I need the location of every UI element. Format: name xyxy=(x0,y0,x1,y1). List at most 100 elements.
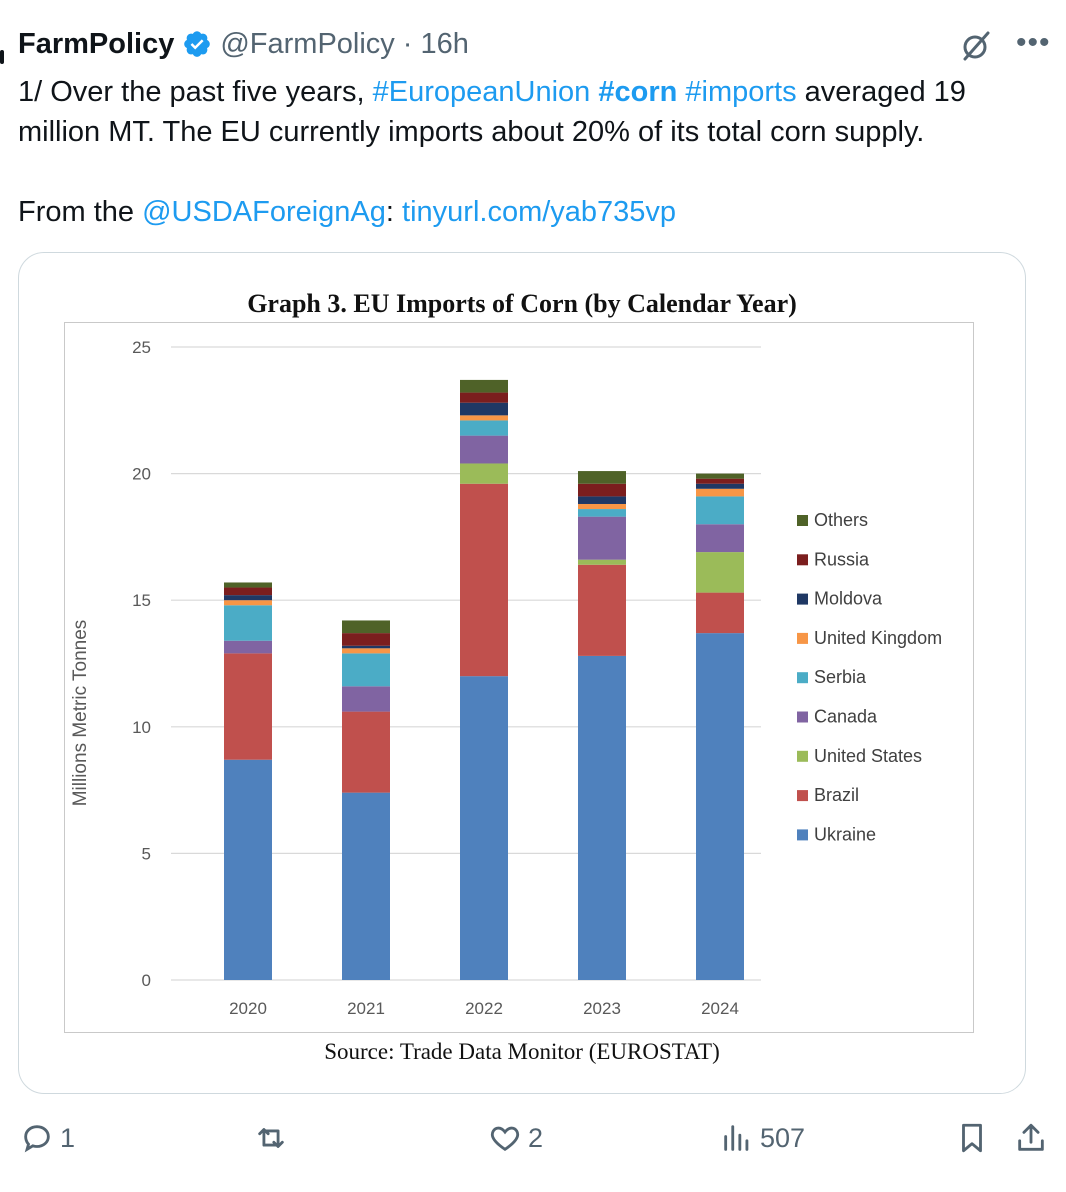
tweet-text: 1/ Over the past five years, #EuropeanUn… xyxy=(18,72,1048,232)
bar-segment-united-kingdom xyxy=(224,600,272,606)
y-tick-label: 10 xyxy=(132,718,151,737)
tweet-text-segment: From the xyxy=(18,196,143,228)
legend-swatch xyxy=(797,790,808,802)
tweet-paragraph-2: From the @USDAForeignAg: tinyurl.com/yab… xyxy=(18,192,1048,232)
y-tick-label: 5 xyxy=(142,844,151,863)
bar-segment-united-kingdom xyxy=(578,503,626,510)
legend-swatch xyxy=(797,711,808,723)
like-count: 2 xyxy=(528,1122,544,1153)
grok-icon[interactable] xyxy=(958,28,994,64)
bar-segment-united-kingdom xyxy=(696,488,744,497)
legend-swatch xyxy=(797,672,808,684)
bar-segment-others xyxy=(696,473,744,479)
author-name[interactable]: FarmPolicy xyxy=(18,27,175,60)
legend-label: Moldova xyxy=(814,589,883,609)
bar-segment-moldova xyxy=(460,402,508,416)
bookmark-icon xyxy=(962,1123,982,1153)
tweet-text-segment: : xyxy=(385,196,403,228)
timestamp[interactable]: 16h xyxy=(420,27,469,60)
x-tick-label: 2023 xyxy=(583,999,621,1018)
bar-segment-brazil xyxy=(578,564,626,656)
separator-dot: · xyxy=(402,27,413,60)
author-handle[interactable]: @FarmPolicy xyxy=(220,27,395,60)
y-tick-label: 15 xyxy=(132,591,151,610)
bar-segment-others xyxy=(342,620,390,634)
thread-connector xyxy=(0,50,4,64)
hashtag-europeanunion[interactable]: #EuropeanUnion xyxy=(372,76,591,108)
x-tick-label: 2021 xyxy=(347,999,385,1018)
chart-source: Source: Trade Data Monitor (EUROSTAT) xyxy=(324,1039,720,1064)
bookmark-button[interactable] xyxy=(955,1120,989,1156)
views-button[interactable]: 507 xyxy=(720,1120,805,1156)
legend-swatch xyxy=(797,593,808,605)
legend-label: Russia xyxy=(814,549,870,569)
chart: 0 5 10 15 20 25 2020 2021 2022 2023 2024 Others Russ… xyxy=(132,338,942,1018)
chart-frame xyxy=(64,322,974,1033)
chart-title: Graph 3. EU Imports of Corn (by Calendar… xyxy=(247,289,797,318)
legend-swatch xyxy=(797,632,808,644)
bar-segment-russia xyxy=(224,587,272,596)
bar-segment-canada xyxy=(342,686,390,712)
bar-segment-russia xyxy=(696,478,744,484)
bar-segment-united-states xyxy=(578,559,626,565)
bar-segment-moldova xyxy=(342,645,390,649)
share-button[interactable] xyxy=(1014,1120,1048,1156)
bar-segment-canada xyxy=(578,516,626,560)
bar-segment-serbia xyxy=(578,509,626,517)
bar-segment-brazil xyxy=(224,653,272,760)
bar-segment-russia xyxy=(342,633,390,646)
legend-label: United Kingdom xyxy=(814,628,942,648)
bar-segment-moldova xyxy=(578,496,626,504)
like-button[interactable]: 2 xyxy=(488,1120,543,1156)
bar-segment-united-kingdom xyxy=(342,648,390,654)
legend-label: Ukraine xyxy=(814,824,876,844)
x-tick-label: 2022 xyxy=(465,999,503,1018)
reply-button[interactable]: 1 xyxy=(20,1120,75,1156)
retweet-button[interactable] xyxy=(254,1120,294,1156)
bar-segment-ukraine xyxy=(696,633,744,980)
bar-segment-others xyxy=(578,471,626,484)
y-tick-label: 25 xyxy=(132,338,151,357)
action-bar: 1 2 507 xyxy=(0,1114,1066,1164)
tweet-text-segment: 1/ Over the past five years, xyxy=(18,76,373,108)
tweet-paragraph-1: 1/ Over the past five years, #EuropeanUn… xyxy=(18,72,1048,152)
legend-swatch xyxy=(797,829,808,841)
bar-segment-united-states xyxy=(460,463,508,484)
mention-usdaforeignag[interactable]: @USDAForeignAg xyxy=(142,196,386,228)
reply-icon xyxy=(24,1125,50,1153)
bar-segment-united-kingdom xyxy=(460,415,508,421)
bar-segment-serbia xyxy=(342,653,390,687)
heart-icon xyxy=(490,1126,520,1152)
legend-label: Serbia xyxy=(814,667,867,687)
bar-segment-ukraine xyxy=(342,792,390,980)
bar-segment-russia xyxy=(460,392,508,403)
bar-segment-brazil xyxy=(460,483,508,677)
bar-segment-canada xyxy=(224,640,272,654)
more-options-icon[interactable]: ••• xyxy=(1016,26,1051,59)
bar-segment-ukraine xyxy=(460,676,508,980)
bar-segment-serbia xyxy=(696,496,744,525)
legend-label: Others xyxy=(814,510,868,530)
bar-segment-brazil xyxy=(696,592,744,634)
x-tick-label: 2024 xyxy=(701,999,739,1018)
media-card[interactable]: Graph 3. EU Imports of Corn (by Calendar… xyxy=(18,252,1026,1094)
bar-segment-brazil xyxy=(342,711,390,793)
views-count: 507 xyxy=(760,1122,806,1153)
legend-label: Brazil xyxy=(814,785,859,805)
bar-segment-moldova xyxy=(696,483,744,489)
bar-segment-canada xyxy=(696,524,744,553)
share-icon xyxy=(1018,1123,1044,1151)
y-tick-label: 20 xyxy=(132,465,151,484)
legend-swatch xyxy=(797,515,808,526)
tweet-url-link[interactable]: tinyurl.com/yab735vp xyxy=(402,196,677,228)
bar-segment-moldova xyxy=(224,595,272,601)
bar-segment-others xyxy=(460,379,508,393)
y-tick-label: 0 xyxy=(142,971,151,990)
hashtag-corn[interactable]: #corn xyxy=(598,76,678,108)
bar-segment-russia xyxy=(578,483,626,497)
verified-badge-icon[interactable] xyxy=(182,29,212,59)
hashtag-imports[interactable]: #imports xyxy=(685,76,797,108)
retweet-icon xyxy=(258,1128,284,1148)
bar-segment-canada xyxy=(460,435,508,464)
